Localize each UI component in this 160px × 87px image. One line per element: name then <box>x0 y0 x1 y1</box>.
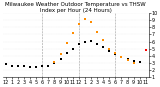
Point <box>96 43 98 44</box>
Point <box>78 23 80 25</box>
Point <box>65 42 68 44</box>
Point <box>17 66 19 67</box>
Point <box>96 31 98 32</box>
Point <box>59 58 62 59</box>
Point <box>4 64 7 65</box>
Point <box>23 66 25 67</box>
Point <box>108 50 111 52</box>
Point <box>47 65 50 66</box>
Point <box>126 59 129 60</box>
Point <box>120 57 123 58</box>
Point <box>78 44 80 45</box>
Point <box>120 57 123 58</box>
Point <box>114 54 117 55</box>
Point <box>132 60 135 62</box>
Title: Milwaukee Weather Outdoor Temperature vs THSW Index per Hour (24 Hours): Milwaukee Weather Outdoor Temperature vs… <box>5 2 146 13</box>
Point <box>114 52 117 54</box>
Point <box>90 22 92 23</box>
Point <box>59 54 62 55</box>
Point <box>102 39 104 41</box>
Point <box>84 18 86 20</box>
Point <box>71 48 74 49</box>
Point <box>11 65 13 66</box>
Point <box>65 52 68 54</box>
Point <box>53 62 56 64</box>
Point <box>71 32 74 34</box>
Point <box>138 61 141 62</box>
Point <box>53 61 56 62</box>
Point <box>90 40 92 42</box>
Point <box>29 66 31 68</box>
Point <box>132 62 135 64</box>
Point <box>102 46 104 47</box>
Point <box>126 59 129 61</box>
Point <box>84 41 86 42</box>
Point <box>35 66 37 68</box>
Point <box>145 49 147 51</box>
Point <box>41 66 44 67</box>
Point <box>145 49 147 51</box>
Point <box>108 48 111 49</box>
